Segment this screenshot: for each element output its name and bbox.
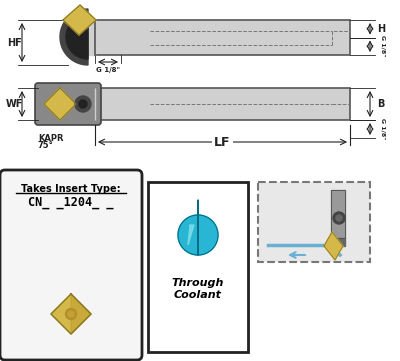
Text: WF: WF — [5, 99, 23, 109]
Text: KAPR: KAPR — [38, 134, 64, 143]
Polygon shape — [188, 225, 194, 245]
Circle shape — [79, 100, 87, 108]
FancyBboxPatch shape — [35, 83, 101, 125]
Text: G 1/8": G 1/8" — [96, 67, 120, 73]
Polygon shape — [88, 20, 95, 55]
Circle shape — [75, 96, 91, 112]
Circle shape — [336, 215, 342, 221]
Text: G 1/8": G 1/8" — [380, 118, 386, 140]
Polygon shape — [51, 294, 91, 334]
Text: G 1/8": G 1/8" — [380, 35, 386, 57]
Text: Through: Through — [172, 278, 224, 288]
Text: LF: LF — [214, 135, 231, 148]
Text: Coolant: Coolant — [174, 290, 222, 300]
Text: B: B — [377, 99, 384, 109]
Polygon shape — [66, 15, 88, 59]
Circle shape — [333, 212, 345, 224]
Circle shape — [68, 311, 74, 317]
FancyBboxPatch shape — [0, 170, 142, 360]
Polygon shape — [71, 294, 91, 334]
Text: Takes Insert Type:: Takes Insert Type: — [21, 184, 121, 194]
Polygon shape — [60, 9, 88, 65]
Text: CN_ _1204_ _: CN_ _1204_ _ — [28, 196, 114, 209]
Polygon shape — [328, 238, 345, 246]
Polygon shape — [63, 5, 96, 35]
FancyBboxPatch shape — [258, 182, 370, 262]
Text: H: H — [377, 24, 385, 34]
Polygon shape — [324, 232, 343, 260]
Text: HF: HF — [7, 38, 21, 48]
Text: 75°: 75° — [38, 141, 54, 150]
Polygon shape — [331, 190, 345, 238]
Bar — [95, 88, 350, 120]
Polygon shape — [44, 88, 76, 120]
Circle shape — [66, 309, 76, 319]
Bar — [95, 20, 350, 55]
Bar — [148, 182, 248, 352]
Polygon shape — [178, 200, 218, 255]
